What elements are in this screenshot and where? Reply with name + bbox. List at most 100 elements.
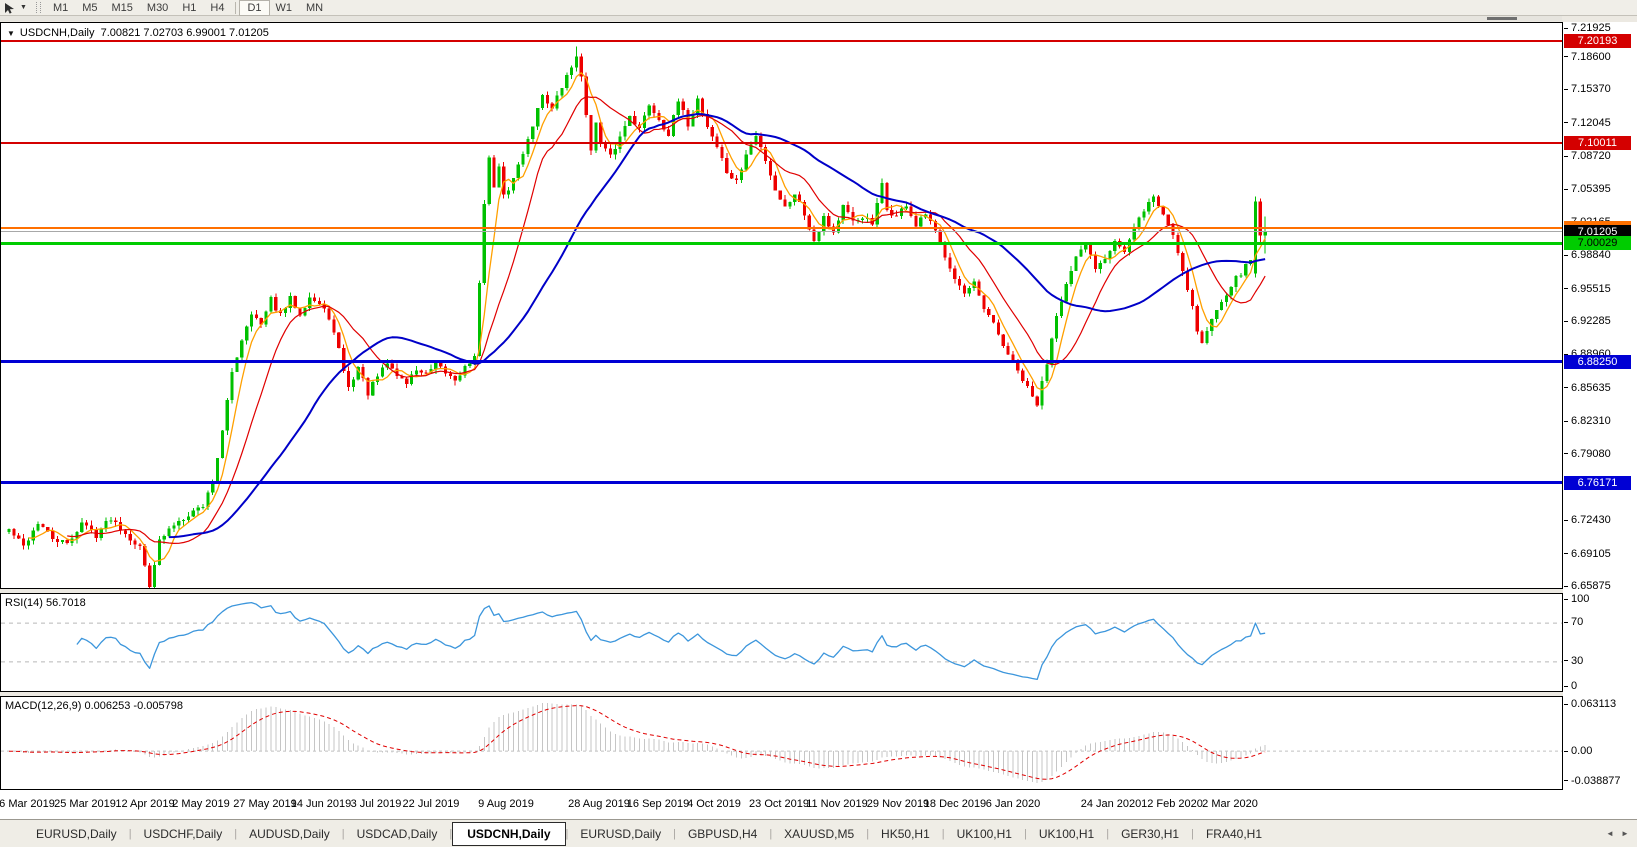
chart-tab-eurusd-daily[interactable]: EURUSD,Daily: [580, 826, 662, 841]
tick-mark: [1564, 519, 1568, 521]
chart-tab-audusd-daily[interactable]: AUDUSD,Daily: [249, 826, 330, 841]
date-label: 29 Nov 2019: [866, 798, 930, 810]
tick-label: 7.18600: [1571, 50, 1611, 63]
tick-label: 0.063113: [1571, 698, 1617, 710]
crosshair-cursor-icon[interactable]: [0, 2, 18, 14]
price-tick: 7.12045: [1564, 117, 1611, 129]
timeframe-button-h4[interactable]: H4: [210, 1, 225, 14]
price-tick: 6.85635: [1564, 382, 1611, 394]
chart-tab-fra40-h1[interactable]: FRA40,H1: [1205, 826, 1262, 841]
timeframe-button-d1[interactable]: D1: [239, 0, 270, 16]
date-label: 22 Jul 2019: [402, 798, 460, 810]
chart-tab-hk50-h1[interactable]: HK50,H1: [881, 826, 930, 841]
price-chart-panel[interactable]: ▼ USDCNH,Daily 7.00821 7.02703 6.99001 7…: [0, 22, 1563, 589]
price-tick: 7.18600: [1564, 51, 1611, 63]
timeframe-button-h1[interactable]: H1: [182, 1, 197, 14]
macd-tick: 0.00: [1564, 745, 1592, 757]
macd-label: MACD(12,26,9) 0.006253 -0.005798: [5, 700, 183, 712]
tab-separator: |: [128, 827, 132, 840]
timeframe-button-m5[interactable]: M5: [82, 1, 98, 14]
price-tick: 6.98840: [1564, 249, 1611, 261]
tick-mark: [1564, 780, 1568, 782]
price-badge: 6.76171: [1564, 475, 1631, 490]
date-label: 2 May 2019: [172, 798, 230, 810]
price-tick: 6.95515: [1564, 283, 1611, 295]
timeframe-button-m1[interactable]: M1: [52, 1, 69, 14]
collapse-arrow-icon[interactable]: ▼: [7, 28, 15, 38]
time-axis[interactable]: 6 Mar 2019 25 Mar 2019 12 Apr 2019 2 May 20…: [0, 790, 1637, 819]
timeframe-button-m30[interactable]: M30: [146, 1, 169, 14]
price-tick: 7.05395: [1564, 183, 1611, 195]
price-tick: 6.79080: [1564, 448, 1611, 460]
chart-tab-usdcnh-daily[interactable]: USDCNH,Daily: [452, 821, 566, 846]
chart-tab-ger30-h1[interactable]: GER30,H1: [1121, 826, 1180, 841]
date-label: 27 May 2019: [233, 798, 297, 810]
chart-tab-eurusd-daily[interactable]: EURUSD,Daily: [36, 826, 117, 841]
tick-label: 7.12045: [1571, 116, 1611, 129]
tick-label: 6.65875: [1571, 580, 1611, 593]
timeframe-button-mn[interactable]: MN: [306, 1, 324, 14]
tick-mark: [1564, 254, 1568, 256]
chart-tab-usdcad-daily[interactable]: USDCAD,Daily: [356, 826, 438, 841]
date-label: 6 Jan 2020: [985, 798, 1041, 810]
tick-mark: [1564, 155, 1568, 157]
rsi-indicator-panel[interactable]: RSI(14) 56.7018: [0, 593, 1563, 692]
tab-separator: |: [941, 827, 945, 840]
tick-mark: [1564, 553, 1568, 555]
tab-separator: |: [234, 827, 238, 840]
rsi-label: RSI(14) 56.7018: [5, 597, 86, 609]
tick-mark: [1564, 353, 1568, 355]
tick-label: 7.21925: [1571, 22, 1611, 34]
tick-mark: [1564, 453, 1568, 455]
macd-chart[interactable]: [1, 697, 1562, 789]
chart-tab-uk100-h1[interactable]: UK100,H1: [1038, 826, 1095, 841]
cursor-arrow-icon: [5, 2, 14, 14]
tab-separator: |: [769, 827, 773, 840]
date-label: 14 Jun 2019: [290, 798, 352, 810]
toolbar-separator: [235, 1, 237, 14]
date-label: 24 Jan 2020: [1080, 798, 1142, 810]
timeframe-button-w1[interactable]: W1: [275, 1, 293, 14]
tick-mark: [1564, 685, 1568, 687]
chart-tab-gbpusd-h4[interactable]: GBPUSD,H4: [687, 826, 758, 841]
tab-separator: |: [449, 827, 453, 840]
tick-label: 7.08720: [1571, 150, 1611, 163]
price-tick: 6.65875: [1564, 580, 1611, 592]
rsi-chart[interactable]: [1, 594, 1562, 691]
chart-tab-usdchf-daily[interactable]: USDCHF,Daily: [143, 826, 223, 841]
date-label: 11 Nov 2019: [806, 798, 868, 810]
tick-mark: [1564, 387, 1568, 389]
price-axis[interactable]: 7.21925 7.18600 7.15370 7.12045 7.08720 7.053…: [1563, 22, 1637, 790]
tick-label: 6.98840: [1571, 249, 1611, 262]
tick-label: 6.85635: [1571, 381, 1611, 394]
candlestick-chart[interactable]: [1, 23, 1562, 588]
scrollbar-thumb[interactable]: [1487, 17, 1517, 20]
tick-label: 100: [1571, 593, 1590, 605]
tick-mark: [1564, 621, 1568, 623]
tick-label: 7.15370: [1571, 83, 1611, 96]
toolbar-grip[interactable]: [35, 2, 41, 13]
macd-indicator-panel[interactable]: MACD(12,26,9) 0.006253 -0.005798: [0, 696, 1563, 790]
tick-label: 0: [1571, 680, 1578, 692]
date-label: 4 Oct 2019: [687, 798, 741, 810]
timeframe-button-m15[interactable]: M15: [111, 1, 133, 14]
tick-label: -0.038877: [1571, 774, 1621, 787]
date-label: 23 Oct 2019: [749, 798, 809, 810]
date-label: 18 Dec 2019: [923, 798, 987, 810]
date-label: 2 Mar 2020: [1202, 798, 1258, 810]
date-label: 16 Sep 2019: [626, 798, 690, 810]
tick-label: 0.00: [1571, 745, 1593, 758]
timeframe-buttons: M1 M5 M15 M30 H1 H4 D1 W1 MN: [46, 0, 330, 16]
price-tick: 6.82310: [1564, 415, 1611, 427]
tab-scroll-right-icon[interactable]: ►: [1621, 829, 1629, 838]
price-badge: 7.20193: [1564, 34, 1631, 48]
chart-horizontal-scrollbar[interactable]: [0, 16, 1562, 21]
tab-separator: |: [565, 827, 569, 840]
chart-tab-uk100-h1[interactable]: UK100,H1: [956, 826, 1012, 841]
tick-mark: [1564, 320, 1568, 322]
tick-mark: [1564, 598, 1568, 600]
dropdown-caret-icon[interactable]: ▼: [20, 4, 27, 11]
rsi-tick: 70: [1564, 616, 1583, 628]
chart-tab-xauusd-m5[interactable]: XAUUSD,M5: [784, 826, 855, 841]
tab-scroll-left-icon[interactable]: ◄: [1606, 829, 1614, 838]
